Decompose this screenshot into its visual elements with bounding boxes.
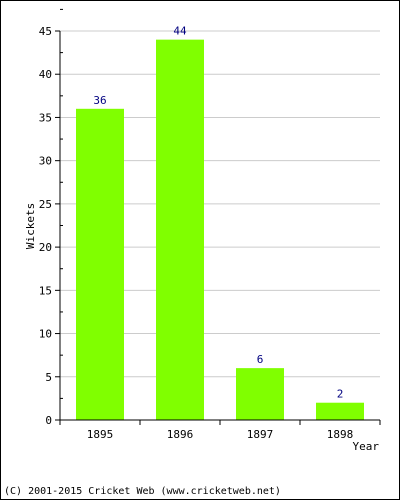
y-tick-label: 40	[39, 68, 52, 81]
x-tick-label: 1895	[87, 428, 114, 441]
y-tick-label: 45	[39, 25, 52, 38]
data-label: 6	[257, 353, 264, 366]
x-tick-labels: 1895 1896 1897 1898	[87, 428, 354, 441]
x-tick-label: 1896	[167, 428, 194, 441]
x-axis-label: Year	[353, 440, 380, 453]
y-tick-label: 10	[39, 328, 52, 341]
x-tick-label: 1898	[327, 428, 354, 441]
y-tick-label: 20	[39, 241, 52, 254]
x-tick-label: 1897	[247, 428, 274, 441]
y-tick-label: 5	[45, 371, 52, 384]
y-tick-labels: 0 5 10 15 20 25 30 35 40 45	[39, 25, 52, 427]
bar	[236, 368, 284, 420]
bars	[76, 39, 364, 421]
axes	[55, 8, 381, 425]
data-label: 36	[93, 94, 106, 107]
y-tick-label: 25	[39, 198, 52, 211]
bar	[156, 39, 204, 421]
data-labels: 36 44 6 2	[93, 25, 343, 401]
copyright-footer: (C) 2001-2015 Cricket Web (www.cricketwe…	[4, 486, 281, 497]
y-tick-label: 35	[39, 111, 52, 124]
y-tick-label: 0	[45, 414, 52, 427]
bar	[316, 402, 364, 420]
bar	[76, 108, 124, 421]
data-label: 2	[337, 388, 344, 401]
y-tick-label: 30	[39, 155, 52, 168]
data-label: 44	[173, 25, 187, 38]
y-axis-label: Wickets	[24, 203, 37, 249]
y-tick-label: 15	[39, 284, 52, 297]
